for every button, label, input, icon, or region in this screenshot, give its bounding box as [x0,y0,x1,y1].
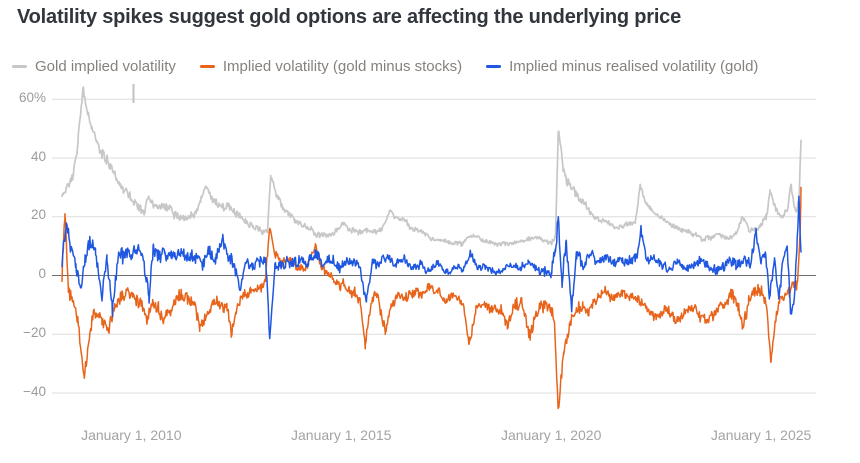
legend-item-implied-minus-realised: Implied minus realised volatility (gold) [486,58,758,75]
y-axis-tick-label: 0 [38,266,46,281]
x-axis-tick-label: January 1, 2020 [500,427,602,443]
x-axis-tick-label: January 1, 2025 [710,427,812,443]
legend: Gold implied volatility Implied volatili… [12,58,758,75]
y-axis-tick-label: 40 [30,148,46,164]
legend-item-gold-implied-volatility: Gold implied volatility [12,58,176,75]
gray-line-swatch-icon [12,64,27,69]
series-line-gold-minus-stocks [61,186,802,410]
y-axis-tick-label: −20 [23,324,46,340]
legend-item-implied-vol-gold-minus-stocks: Implied volatility (gold minus stocks) [199,58,463,75]
series-line-implied-minus-realised [61,195,802,340]
x-axis-tick-label: January 1, 2010 [81,427,182,443]
legend-label: Implied volatility (gold minus stocks) [222,58,463,75]
series-line-gold-implied-vol [61,86,802,248]
legend-label: Gold implied volatility [35,58,176,75]
orange-line-swatch-icon [199,64,215,69]
blue-line-swatch-icon [486,64,502,69]
y-axis-tick-label: 60% [18,89,46,105]
chart-title: Volatility spikes suggest gold options a… [17,6,682,28]
y-axis-tick-label: −40 [23,383,46,399]
legend-label: Implied minus realised volatility (gold) [509,58,759,75]
y-axis-tick-label: 20 [30,207,46,223]
x-axis-tick-label: January 1, 2015 [291,427,392,443]
